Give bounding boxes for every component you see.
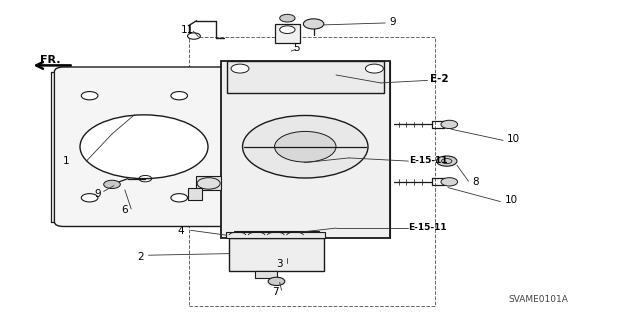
Text: E-2: E-2 [430, 74, 449, 84]
Bar [229, 238, 324, 271]
Text: E-15-11: E-15-11 [410, 156, 448, 165]
Circle shape [280, 26, 295, 33]
Bar [189, 37, 435, 306]
Bar [196, 176, 221, 190]
Circle shape [188, 33, 200, 39]
Text: 10: 10 [507, 134, 520, 144]
Text: E-15-11: E-15-11 [408, 223, 447, 232]
Bar [275, 24, 300, 43]
Bar [255, 271, 277, 278]
Circle shape [441, 120, 458, 129]
Bar [221, 61, 390, 238]
Bar [227, 61, 384, 93]
Text: SVAME0101A: SVAME0101A [509, 295, 569, 304]
Circle shape [303, 19, 324, 29]
Text: 10: 10 [504, 195, 518, 205]
Circle shape [441, 178, 458, 186]
Text: 9: 9 [389, 17, 396, 27]
Text: 3: 3 [276, 259, 283, 269]
Text: 4: 4 [178, 226, 184, 236]
Text: 8: 8 [472, 177, 479, 188]
Circle shape [231, 64, 249, 73]
Bar [234, 231, 319, 238]
Text: 9: 9 [95, 189, 101, 199]
Circle shape [81, 194, 98, 202]
Circle shape [268, 277, 285, 286]
Text: 7: 7 [272, 287, 278, 297]
Bar [226, 232, 325, 238]
Circle shape [171, 194, 188, 202]
Circle shape [280, 14, 295, 22]
Circle shape [171, 92, 188, 100]
Text: FR.: FR. [40, 55, 60, 65]
FancyBboxPatch shape [54, 67, 234, 226]
Circle shape [275, 131, 336, 162]
Circle shape [81, 92, 98, 100]
Text: 2: 2 [138, 252, 144, 262]
Text: 5: 5 [293, 43, 300, 54]
Text: 11: 11 [180, 25, 194, 35]
Text: 1: 1 [63, 156, 69, 166]
Circle shape [104, 180, 120, 189]
Text: 6: 6 [122, 205, 128, 215]
Circle shape [436, 156, 457, 166]
Bar [188, 188, 202, 200]
Circle shape [365, 64, 383, 73]
Circle shape [243, 115, 368, 178]
Circle shape [80, 115, 208, 179]
